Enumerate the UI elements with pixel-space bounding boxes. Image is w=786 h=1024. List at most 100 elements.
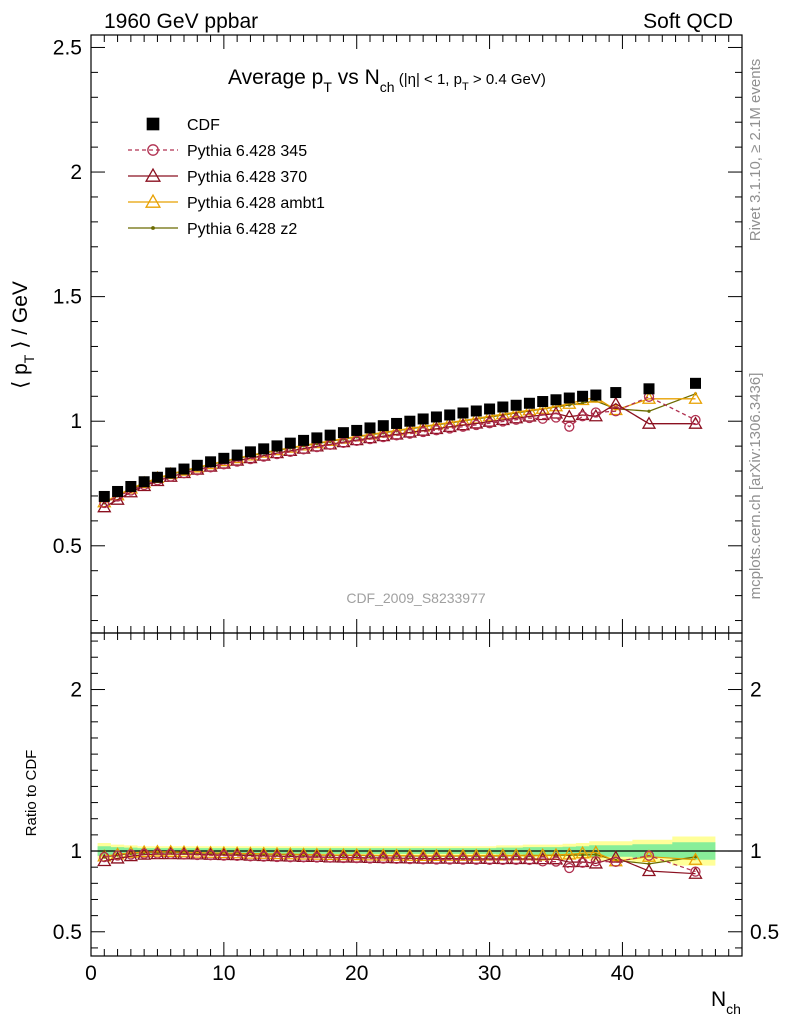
legend-marker [144,167,162,182]
legend: CDF Pythia 6.428 345 Pythia 6.428 370 Pythi… [128,117,325,238]
ratio-1-point [311,852,323,863]
ratio-1-point [125,849,137,860]
cdf-point [231,449,243,461]
ratio-3-point [137,844,152,858]
series-line-3 [103,396,696,503]
ratio-3-point [608,853,623,867]
series-2-point [535,407,550,421]
x-tick-label: 20 [345,962,368,985]
ratio-2-point [575,854,590,868]
cdf-point [244,446,256,458]
ratio-2-point [469,851,484,864]
ratio-1-point [298,852,309,863]
series-2-point [469,416,484,429]
series-1-point [364,433,376,445]
ratio-2-point [402,850,417,864]
ratio-y-tick-label: 1 [70,840,82,863]
ratio-2-point [495,851,510,865]
ratio-1-point [537,856,548,867]
ratio-2-point [243,848,258,861]
series-1-point [417,426,429,438]
series-3-point [548,398,564,412]
top-series [97,377,703,513]
ratio-1-point [192,849,203,861]
series-1-point [471,419,482,431]
plot-title: Average pT vs Nch (|η| < 1, pT > 0.4 GeV… [228,66,546,95]
ratio-frame [90,632,743,957]
x-tick-label: 40 [611,962,634,985]
series-2-point [429,421,444,435]
top-ticks: 0.5 1 1.5 2 2.5 [53,35,743,633]
cdf-point [191,459,203,471]
series-1-point [444,423,455,434]
ratio-3-point [535,848,550,861]
ratio-1-point [643,850,655,861]
series-1-point [510,414,522,425]
series-1-point [338,437,349,449]
series-2-point [575,407,590,421]
cdf-point [151,471,163,483]
header-right: Soft QCD [643,10,733,33]
series-2-point [256,448,271,461]
series-1-point [577,411,588,422]
cdf-point [98,490,110,502]
ratio-3-point [688,852,703,865]
ratio-3-point [522,847,537,861]
ratio-2-point [110,851,125,864]
cdf-point [205,456,217,468]
series-2-point [362,430,378,444]
ratio-1-point [324,852,336,863]
series-2-point [402,425,417,438]
series-1-point [457,421,469,432]
series-2-point [509,410,524,424]
series-3-point [535,401,550,414]
ratio-1-point [444,854,455,865]
series-1-point [404,428,416,439]
ratio-2-point [283,849,298,862]
cdf-point [590,389,602,401]
ratio-3-point [562,847,577,860]
mcplots-text: mcplots.cern.ch [arXiv:1306.3436] [747,373,764,600]
ratio-3-point [416,848,431,861]
cdf-point [377,420,389,432]
cdf-point [577,390,589,402]
series-2-point [608,396,623,409]
series-2-point [389,427,404,440]
series-2-point [482,414,497,427]
series-1-point [524,412,535,424]
ratio-3-point [495,848,510,861]
series-1-point [564,421,575,432]
ratio-2-point [416,851,431,864]
x-tick-label: 10 [212,962,235,985]
ratio-1-point [178,849,190,860]
cdf-point [324,429,336,441]
ratio-1-point [165,848,176,860]
ratio-1-point [218,850,230,861]
ratio-2-point [269,848,285,862]
series-3-point [482,408,497,422]
ratio-1-point [484,854,495,865]
legend-label: Pythia 6.428 z2 [187,221,297,238]
legend-label: Pythia 6.428 370 [187,169,307,186]
ratio-1-point [351,852,362,864]
ratio-2-point [482,851,497,865]
ratio-1-point [338,852,349,864]
cdf-point [510,399,522,411]
ratio-1-point [497,854,509,866]
ratio-3-point [641,849,657,862]
series-1-point [537,413,548,424]
ratio-3-point [455,848,471,861]
series-1-point [391,430,402,441]
ratio-3-point [442,848,457,861]
legend-marker [147,144,159,156]
cdf-point [550,394,562,406]
ratio-2-point [641,863,657,877]
series-3-point [495,406,510,420]
ratio-2-point [376,850,391,864]
y-tick-label: 1 [70,410,82,433]
ratio-1-point [550,856,562,867]
series-2-point [349,432,364,446]
ratio-2-point [588,856,603,869]
rivet-version-text: Rivet 3.1.10, ≥ 2.1M events [747,59,764,242]
